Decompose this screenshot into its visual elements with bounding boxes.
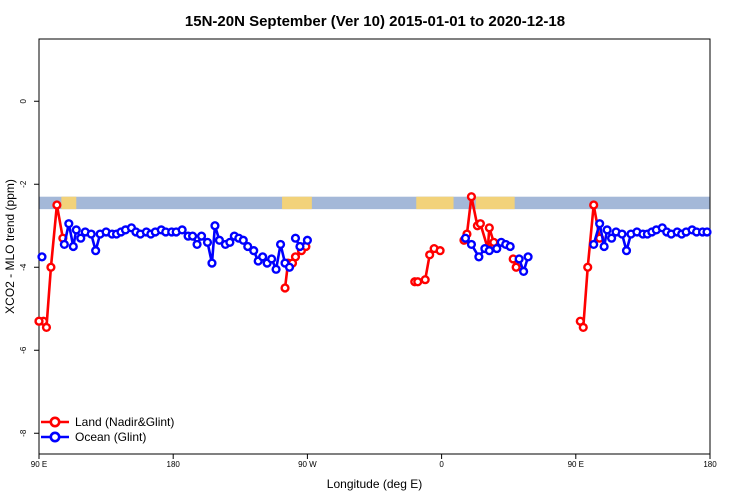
data-point xyxy=(64,219,74,229)
data-point xyxy=(210,221,220,231)
data-point xyxy=(225,237,235,247)
data-point xyxy=(68,241,78,252)
y-tick-label: -4 xyxy=(19,263,28,271)
data-point xyxy=(599,241,609,252)
data-point xyxy=(290,233,301,243)
data-point xyxy=(606,233,617,243)
land-span xyxy=(61,196,77,210)
data-point xyxy=(187,231,198,241)
data-point xyxy=(243,241,253,252)
legend-label-land: Land (Nadir&Glint) xyxy=(75,415,174,429)
data-point xyxy=(177,225,187,235)
data-point xyxy=(589,200,599,210)
data-point xyxy=(52,200,62,210)
legend-label-ocean: Ocean (Glint) xyxy=(75,430,146,444)
x-axis-label: Longitude (deg E) xyxy=(327,477,422,491)
data-point xyxy=(523,252,533,262)
series-layer xyxy=(34,192,712,333)
data-point xyxy=(207,258,217,268)
x-axis: 90 E 180 90 W 0 90 E 180 xyxy=(31,454,717,469)
data-point xyxy=(511,262,521,272)
land-span xyxy=(475,196,515,210)
x-tick-label: 180 xyxy=(167,460,181,469)
legend: Land (Nadir&Glint) Ocean (Glint) xyxy=(41,415,174,444)
data-point xyxy=(37,252,47,262)
legend-marker-ocean xyxy=(49,431,61,443)
y-tick-label: -8 xyxy=(19,429,28,437)
data-point xyxy=(578,322,588,333)
data-point xyxy=(275,239,286,250)
x-tick-label: 90 E xyxy=(568,460,584,469)
data-point xyxy=(267,254,277,264)
data-point xyxy=(46,262,56,272)
series-ocean xyxy=(37,219,712,277)
data-point xyxy=(86,229,96,239)
data-point xyxy=(71,225,81,235)
data-point xyxy=(505,241,515,252)
data-point xyxy=(514,254,524,264)
legend-marker-land xyxy=(49,416,61,428)
data-point xyxy=(621,246,632,256)
data-point xyxy=(91,246,101,256)
y-tick-label: -2 xyxy=(19,180,28,188)
data-point xyxy=(420,275,430,285)
data-point xyxy=(474,252,484,262)
data-point xyxy=(583,262,593,272)
data-point xyxy=(258,252,268,262)
x-tick-label: 180 xyxy=(703,460,717,469)
x-tick-label: 90 E xyxy=(31,460,47,469)
chart-title: 15N-20N September (Ver 10) 2015-01-01 to… xyxy=(185,13,565,30)
data-point xyxy=(34,316,44,326)
y-axis-label: XCO2 - MLO trend (ppm) xyxy=(3,179,17,314)
y-tick-label: 0 xyxy=(19,98,28,103)
data-point xyxy=(589,239,599,250)
land-span xyxy=(416,196,454,210)
data-point xyxy=(290,252,301,262)
data-point xyxy=(484,223,494,233)
ocean-band xyxy=(39,196,710,210)
data-point xyxy=(196,231,207,241)
land-span xyxy=(282,196,312,210)
data-point xyxy=(41,322,52,333)
data-point xyxy=(617,229,627,239)
data-point xyxy=(249,246,259,256)
data-point xyxy=(271,264,281,274)
x-tick-label: 0 xyxy=(439,460,444,469)
data-point xyxy=(280,283,290,293)
data-point xyxy=(466,239,477,250)
data-point xyxy=(413,277,423,287)
data-point xyxy=(214,235,225,245)
data-point xyxy=(492,243,502,254)
data-point xyxy=(284,262,295,272)
land-ocean-band xyxy=(39,196,710,210)
data-point xyxy=(595,219,605,229)
y-tick-label: -6 xyxy=(19,346,28,354)
x-tick-label: 90 W xyxy=(298,460,317,469)
data-point xyxy=(302,235,313,245)
y-axis: 0 -2 -4 -6 -8 xyxy=(19,98,39,437)
data-point xyxy=(202,237,213,247)
data-point xyxy=(702,227,712,237)
data-point xyxy=(484,246,494,256)
data-point xyxy=(460,233,471,243)
data-point xyxy=(238,235,248,245)
data-point xyxy=(295,241,305,252)
data-point xyxy=(475,219,485,229)
data-point xyxy=(76,233,86,243)
data-point xyxy=(425,250,435,260)
plot-frame xyxy=(38,38,711,455)
data-point xyxy=(192,239,202,250)
data-point xyxy=(519,266,529,277)
data-point xyxy=(59,239,69,250)
data-point xyxy=(602,225,612,235)
data-point xyxy=(435,246,445,256)
data-point xyxy=(466,192,477,202)
